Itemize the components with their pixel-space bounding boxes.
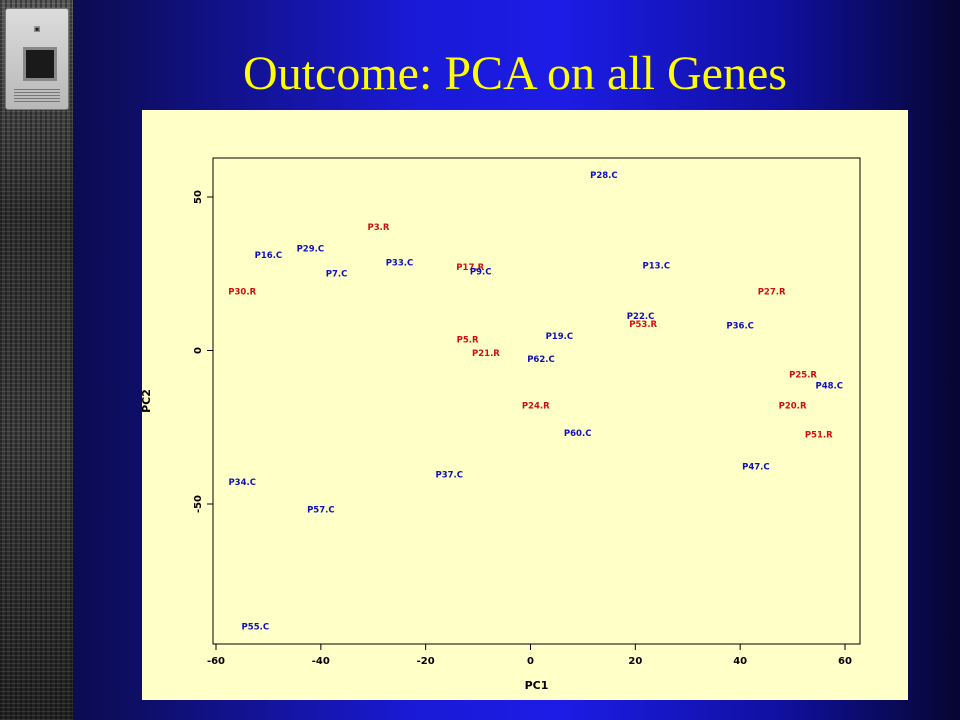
point-label: P24.R bbox=[522, 401, 550, 411]
point-label: P29.C bbox=[297, 245, 325, 255]
microarray-chip-image: ▣ bbox=[5, 8, 69, 110]
x-tick-label: 40 bbox=[733, 656, 747, 667]
point-label: P62.C bbox=[527, 355, 555, 365]
point-label: P16.C bbox=[255, 251, 283, 261]
x-tick-label: 0 bbox=[527, 656, 534, 667]
point-label: P21.R bbox=[472, 349, 500, 359]
chip-barcode-lines bbox=[14, 89, 60, 103]
point-label: P55.C bbox=[242, 622, 270, 632]
point-label: P20.R bbox=[779, 401, 807, 411]
point-label: P36.C bbox=[726, 321, 754, 331]
point-label: P7.C bbox=[326, 269, 348, 279]
y-tick-label: 50 bbox=[193, 190, 204, 204]
point-label: P60.C bbox=[564, 429, 592, 439]
point-label: P27.R bbox=[758, 288, 786, 298]
point-label: P51.R bbox=[805, 430, 833, 440]
point-label: P5.R bbox=[457, 335, 479, 345]
point-label: P47.C bbox=[742, 463, 770, 473]
y-tick-label: 0 bbox=[193, 347, 204, 354]
x-tick-label: -20 bbox=[417, 656, 435, 667]
point-label: P30.R bbox=[228, 288, 256, 298]
left-photo-strip: ▣ bbox=[0, 0, 73, 720]
point-label: P22.C bbox=[627, 312, 655, 322]
x-tick-label: -40 bbox=[312, 656, 330, 667]
x-axis-label: PC1 bbox=[525, 679, 549, 692]
chip-array-square bbox=[23, 47, 57, 81]
point-label: P34.C bbox=[228, 478, 256, 488]
chip-logo: ▣ bbox=[33, 26, 41, 33]
x-tick-label: 60 bbox=[838, 656, 852, 667]
point-label: P53.R bbox=[629, 320, 657, 330]
point-label: P48.C bbox=[816, 381, 844, 391]
plot-panel: -60 -40 -20 0 20 40 60 -50 0 50 PC1 PC2 P28.C P3.R P16… bbox=[140, 110, 908, 700]
point-label: P3.R bbox=[368, 223, 390, 233]
point-label: P9.C bbox=[470, 268, 492, 278]
point-label: P28.C bbox=[590, 171, 618, 181]
y-axis-label: PC2 bbox=[142, 389, 153, 413]
point-label: P13.C bbox=[643, 262, 671, 272]
x-tick-label: -60 bbox=[207, 656, 225, 667]
x-tick-label: 20 bbox=[628, 656, 642, 667]
plot-frame bbox=[212, 157, 861, 645]
pca-scatter-chart: -60 -40 -20 0 20 40 60 -50 0 50 PC1 PC2 P28.C P3.R P16… bbox=[140, 157, 861, 692]
point-label: P25.R bbox=[789, 371, 817, 381]
point-label: P33.C bbox=[386, 259, 414, 269]
slide-title: Outcome: PCA on all Genes bbox=[243, 47, 787, 100]
point-label: P57.C bbox=[307, 506, 335, 516]
point-label: P19.C bbox=[546, 332, 574, 342]
y-tick-label: -50 bbox=[193, 495, 204, 513]
point-label: P17.R bbox=[456, 263, 484, 273]
point-label: P37.C bbox=[435, 470, 463, 480]
